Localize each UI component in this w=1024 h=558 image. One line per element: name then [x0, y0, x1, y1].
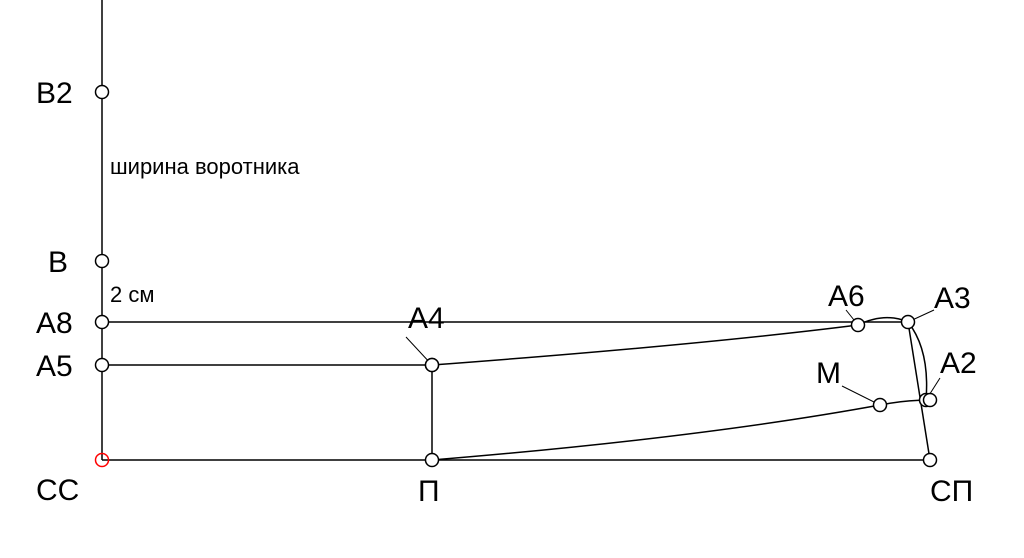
annotation-two_cm: 2 см	[110, 282, 154, 307]
label-A5: А5	[36, 350, 73, 383]
point-A8	[96, 316, 109, 329]
point-A2b	[924, 394, 937, 407]
label-P: П	[418, 475, 440, 508]
label-CC: СС	[36, 474, 79, 507]
point-A3	[902, 316, 915, 329]
point-B2	[96, 86, 109, 99]
curves-layer	[432, 318, 930, 460]
points-layer	[96, 86, 937, 467]
curve-P-to-M-A2	[432, 400, 930, 460]
label-A4: А4	[408, 302, 445, 335]
curve-A3-to-A2	[908, 322, 927, 400]
label-M: М	[816, 357, 841, 390]
label-A2: А2	[940, 347, 977, 380]
point-SP	[924, 454, 937, 467]
annotation-width_collar: ширина воротника	[110, 154, 300, 179]
label-B: В	[48, 246, 68, 279]
pattern-diagram: В2 В А8 А5 СС А4 П А6 А3 А2 М СП ширина воротника 2 с…	[0, 0, 1024, 558]
point-A5	[96, 359, 109, 372]
label-A8: А8	[36, 307, 73, 340]
label-B2: В2	[36, 77, 73, 110]
label-SP: СП	[930, 475, 973, 508]
curve-A4-to-A6	[432, 325, 858, 365]
point-A6	[852, 319, 865, 332]
point-M	[874, 399, 887, 412]
label-A3: А3	[934, 282, 971, 315]
label-A6: А6	[828, 280, 865, 313]
point-P	[426, 454, 439, 467]
labels-layer: В2 В А8 А5 СС А4 П А6 А3 А2 М СП ширина воротника 2 с…	[36, 77, 977, 508]
point-P_top	[426, 359, 439, 372]
point-B	[96, 255, 109, 268]
lines-layer	[102, 0, 930, 460]
